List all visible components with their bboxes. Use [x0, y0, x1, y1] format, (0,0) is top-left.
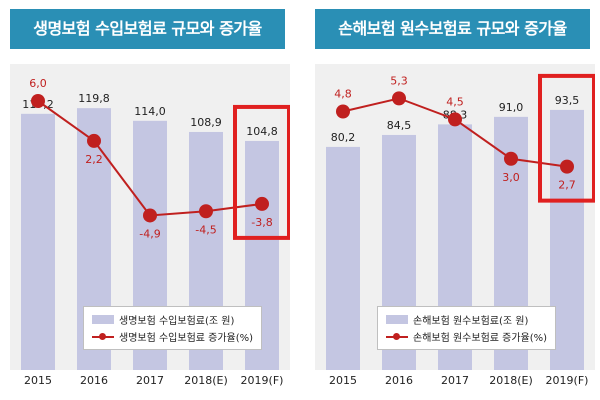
growth-rate-label: 6,0 [29, 77, 47, 90]
life-insurance-panel: 생명보험 수입보험료 규모와 증가율 117,2119,8114,0108,91… [0, 0, 290, 400]
legend-bar-swatch [92, 315, 114, 324]
growth-rate-label: 4,8 [334, 88, 352, 101]
x-tick-label: 2017 [136, 374, 164, 387]
growth-rate-point [448, 112, 462, 127]
legend-line-swatch [92, 332, 114, 341]
growth-rate-label: -4,9 [139, 227, 160, 240]
bar-value-label: 84,5 [387, 119, 412, 132]
legend-line-label: 생명보험 수입보험료 증가율(%) [119, 333, 254, 344]
x-tick-label: 2015 [329, 374, 357, 387]
nonlife-legend: 손해보험 원수보험료(조 원) 손해보험 원수보험료 증가율(%) [377, 306, 557, 350]
growth-rate-point [31, 94, 45, 108]
bar-value-label: 80,2 [331, 131, 356, 144]
growth-rate-point [392, 91, 406, 106]
x-tick-label: 2019(F) [241, 374, 284, 387]
bar-value-label: 93,5 [555, 94, 580, 107]
bar-value-label: 114,0 [134, 105, 166, 118]
life-chart-title: 생명보험 수입보험료 규모와 증가율 [10, 9, 285, 49]
legend-bar-label: 생명보험 수입보험료(조 원) [119, 316, 235, 327]
growth-rate-point [560, 159, 574, 174]
legend-line-label: 손해보험 원수보험료 증가율(%) [413, 333, 548, 344]
growth-rate-label: -4,5 [195, 223, 216, 236]
growth-rate-label: -3,8 [251, 216, 272, 229]
growth-rate-point [255, 196, 269, 211]
bar [21, 113, 55, 370]
bar-value-label: 104,8 [246, 125, 278, 138]
x-tick-label: 2018(E) [489, 374, 533, 387]
growth-rate-point [199, 204, 213, 219]
growth-rate-label: 5,3 [390, 74, 408, 87]
nonlife-legend-line-entry: 손해보험 원수보험료 증가율(%) [386, 328, 547, 345]
x-tick-label: 2017 [441, 374, 469, 387]
legend-bar-label: 손해보험 원수보험료(조 원) [413, 316, 529, 327]
legend-bar-swatch [386, 315, 408, 324]
x-tick-label: 2018(E) [184, 374, 228, 387]
life-legend: 생명보험 수입보험료(조 원) 생명보험 수입보험료 증가율(%) [83, 306, 263, 350]
nonlife-chart-title: 손해보험 원수보험료 규모와 증가율 [315, 9, 590, 49]
growth-rate-label: 3,0 [502, 171, 520, 184]
growth-rate-point [336, 104, 350, 119]
nonlife-legend-bar-entry: 손해보험 원수보험료(조 원) [386, 311, 547, 328]
bar-value-label: 108,9 [190, 116, 222, 129]
highlight-box [538, 73, 595, 203]
nonlife-insurance-panel: 손해보험 원수보험료 규모와 증가율 80,284,588,391,093,54… [305, 0, 595, 400]
bar [326, 146, 360, 370]
growth-rate-label: 2,2 [85, 153, 103, 166]
life-legend-bar-entry: 생명보험 수입보험료(조 원) [92, 311, 253, 328]
growth-rate-label: 4,5 [446, 95, 464, 108]
x-tick-label: 2015 [24, 374, 52, 387]
bar-value-label: 119,8 [78, 92, 110, 105]
growth-rate-label: 2,7 [558, 179, 576, 192]
x-tick-label: 2016 [385, 374, 413, 387]
legend-line-swatch [386, 332, 408, 341]
life-legend-line-entry: 생명보험 수입보험료 증가율(%) [92, 328, 253, 345]
x-tick-label: 2019(F) [546, 374, 589, 387]
highlight-box [233, 104, 290, 240]
growth-rate-point [143, 208, 157, 223]
growth-rate-point [87, 133, 101, 148]
growth-rate-point [504, 151, 518, 166]
bar-value-label: 91,0 [499, 101, 524, 114]
x-tick-label: 2016 [80, 374, 108, 387]
